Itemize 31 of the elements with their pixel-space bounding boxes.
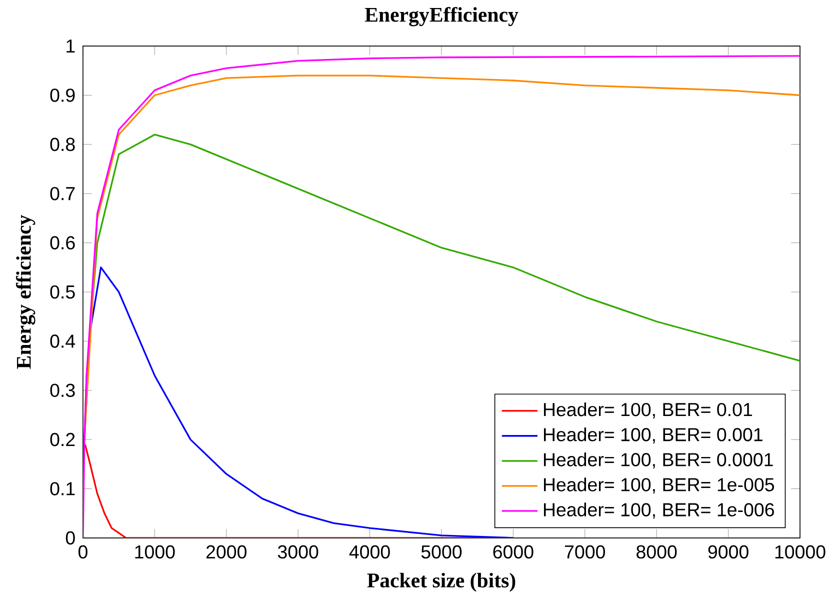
x-tick-label: 0 (78, 545, 88, 559)
x-tick-label: 8000 (636, 545, 677, 559)
y-tick-label: 0.2 (50, 432, 75, 446)
legend-label: Header= 100, BER= 1e-006 (544, 502, 774, 519)
legend-label: Header= 100, BER= 0.001 (544, 428, 762, 444)
x-tick-label: 9000 (708, 545, 748, 559)
legend-label: Header= 100, BER= 0.01 (544, 402, 752, 418)
y-tick-label: 0.6 (50, 236, 75, 250)
x-axis-title: Packet size (bits) (367, 572, 516, 592)
y-tick-label: 0.8 (50, 138, 75, 152)
line-series (82, 55, 800, 538)
y-tick-label: 0.4 (50, 334, 76, 348)
y-tick-label: 0.1 (50, 482, 75, 496)
legend-label: Header= 100, BER= 1e-005 (544, 478, 774, 494)
x-tick-label: 4000 (349, 545, 390, 559)
y-tick-label: 0.7 (50, 186, 75, 200)
y-tick-label: 1 (66, 40, 75, 53)
legend-label: Header= 100, BER= 0.0001 (544, 452, 773, 469)
x-tick-label: 2000 (206, 545, 246, 559)
x-tick-label: 6000 (493, 545, 534, 559)
x-tick-label: 5000 (421, 545, 462, 559)
y-tick-label: 0.3 (50, 384, 75, 398)
y-tick-label: 0.5 (50, 285, 75, 299)
x-tick-label: 1000 (135, 545, 175, 559)
y-tick-label: 0.9 (50, 88, 75, 102)
y-axis-title: Energy efficiency (16, 214, 36, 369)
x-tick-label: 10000 (775, 545, 826, 559)
x-tick-label: 3000 (278, 545, 318, 559)
y-tick-label: 0 (66, 531, 75, 545)
x-tick-label: 7000 (564, 545, 606, 559)
chart-title: EnergyEfficiency (364, 6, 518, 26)
